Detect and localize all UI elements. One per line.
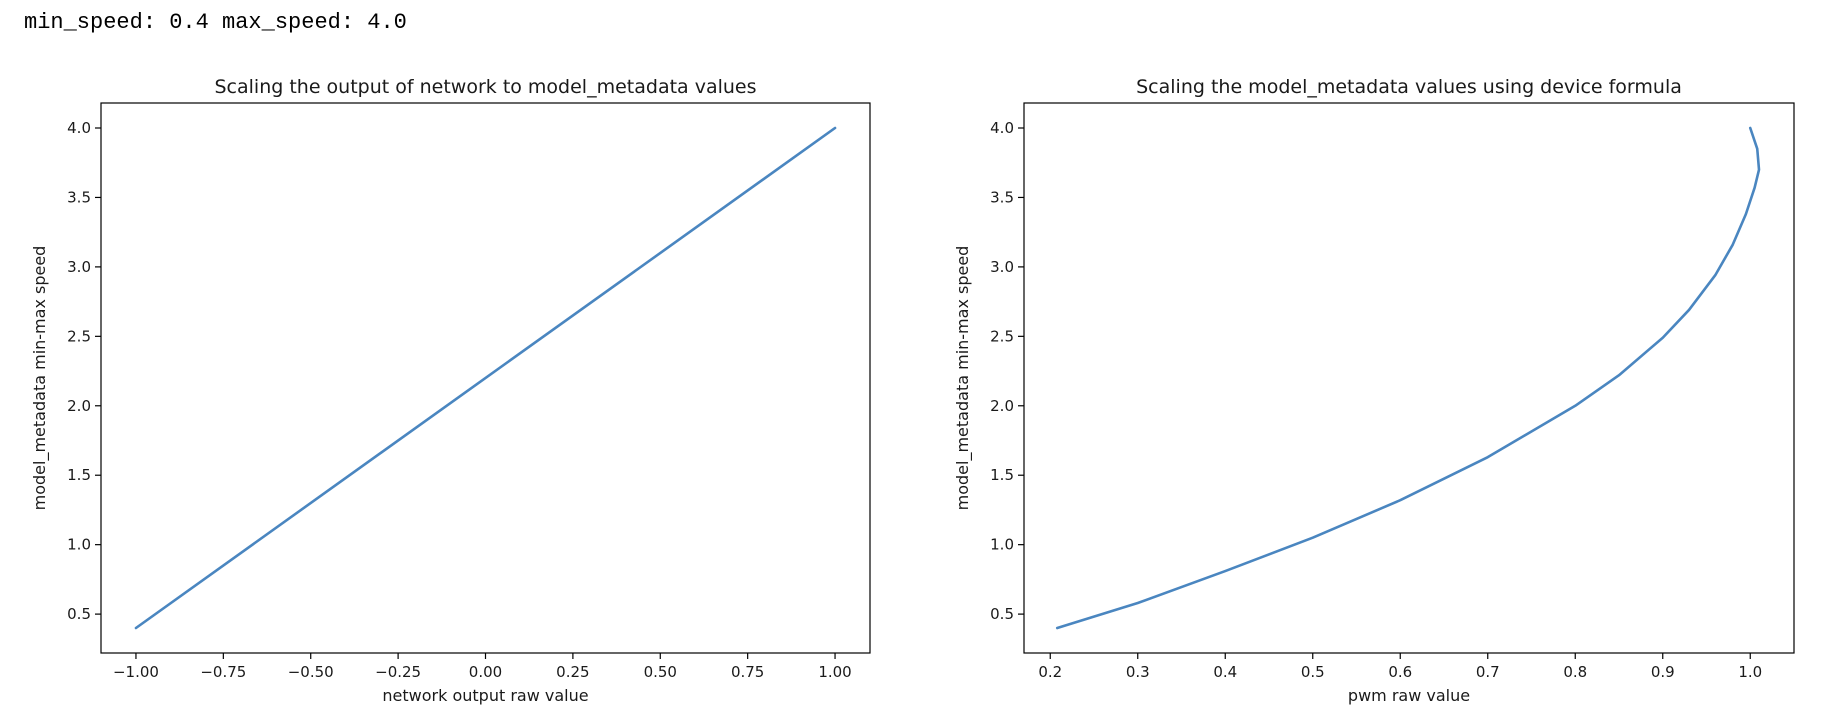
x-tick-label: 0.3 bbox=[1126, 663, 1150, 681]
y-tick-label: 3.0 bbox=[990, 258, 1014, 276]
console-output-line: min_speed: 0.4 max_speed: 4.0 bbox=[24, 10, 407, 35]
y-tick-label: 2.5 bbox=[990, 327, 1014, 345]
y-tick-label: 1.5 bbox=[990, 466, 1014, 484]
y-tick-label: 2.0 bbox=[990, 397, 1014, 415]
y-tick-label: 3.0 bbox=[67, 258, 91, 276]
series-line bbox=[1055, 126, 1761, 630]
y-tick-label: 0.5 bbox=[67, 605, 91, 623]
y-tick-label: 0.5 bbox=[990, 605, 1014, 623]
chart-device-formula: Scaling the model_metadata values using … bbox=[953, 76, 1795, 705]
x-tick-label: 0.6 bbox=[1388, 663, 1412, 681]
x-tick-label: 0.00 bbox=[469, 663, 502, 681]
x-tick-label: −0.25 bbox=[375, 663, 421, 681]
chart-title: Scaling the model_metadata values using … bbox=[1136, 76, 1682, 98]
x-axis-label: network output raw value bbox=[382, 686, 588, 705]
x-tick-label: 1.0 bbox=[1738, 663, 1762, 681]
x-tick-label: 0.4 bbox=[1213, 663, 1237, 681]
y-axis-label: model_metadata min-max speed bbox=[953, 246, 973, 511]
chart-network-scaling: Scaling the output of network to model_m… bbox=[30, 76, 871, 705]
y-tick-label: 1.0 bbox=[67, 536, 91, 554]
x-tick-label: 0.25 bbox=[556, 663, 589, 681]
y-tick-label: 2.5 bbox=[67, 327, 91, 345]
x-tick-label: 0.7 bbox=[1476, 663, 1500, 681]
x-axis-label: pwm raw value bbox=[1348, 686, 1470, 705]
y-tick-label: 1.0 bbox=[990, 536, 1014, 554]
x-tick-label: 1.00 bbox=[818, 663, 851, 681]
y-tick-label: 4.0 bbox=[67, 119, 91, 137]
y-tick-label: 2.0 bbox=[67, 397, 91, 415]
x-tick-label: 0.2 bbox=[1038, 663, 1062, 681]
x-tick-label: 0.9 bbox=[1651, 663, 1675, 681]
x-tick-label: 0.75 bbox=[731, 663, 764, 681]
series-line bbox=[134, 126, 837, 630]
x-tick-label: 0.50 bbox=[644, 663, 677, 681]
x-tick-label: 0.8 bbox=[1563, 663, 1587, 681]
y-tick-label: 1.5 bbox=[67, 466, 91, 484]
x-tick-label: 0.5 bbox=[1301, 663, 1325, 681]
x-tick-label: −1.00 bbox=[113, 663, 159, 681]
chart-title: Scaling the output of network to model_m… bbox=[214, 76, 756, 98]
y-tick-label: 4.0 bbox=[990, 119, 1014, 137]
x-tick-label: −0.50 bbox=[288, 663, 334, 681]
y-axis-label: model_metadata min-max speed bbox=[30, 246, 50, 511]
plot-frame bbox=[1023, 102, 1795, 654]
x-tick-label: −0.75 bbox=[200, 663, 246, 681]
y-tick-label: 3.5 bbox=[67, 188, 91, 206]
y-tick-label: 3.5 bbox=[990, 188, 1014, 206]
